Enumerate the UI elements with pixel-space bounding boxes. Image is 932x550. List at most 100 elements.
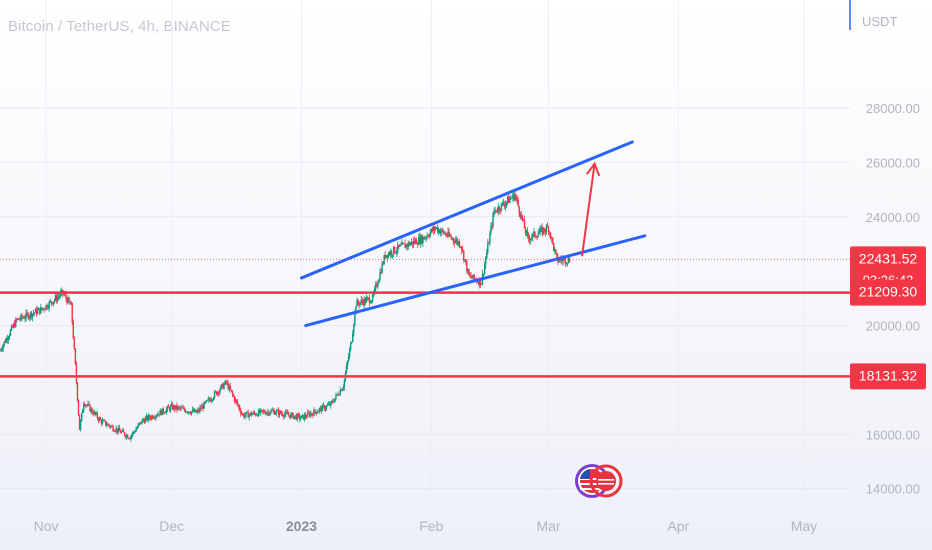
candle-body xyxy=(496,211,498,213)
candle-body xyxy=(524,228,527,234)
candle-body xyxy=(168,407,171,411)
candle-body xyxy=(189,412,192,414)
candle-body xyxy=(366,297,369,299)
candle-body xyxy=(454,240,457,244)
channel-lines[interactable] xyxy=(299,140,647,328)
channel-line xyxy=(299,140,634,280)
candle-body xyxy=(400,244,402,246)
candle-body xyxy=(202,405,204,409)
candle-body xyxy=(64,294,66,295)
candle-body xyxy=(422,237,424,244)
time-axis[interactable]: Nov Dec 2023 Feb Mar Apr May xyxy=(34,518,818,534)
candle-body xyxy=(292,413,294,419)
candle-body xyxy=(233,396,236,402)
candle-body xyxy=(234,399,237,402)
candle-body xyxy=(169,406,172,411)
candle-body xyxy=(253,412,256,414)
candle-body xyxy=(65,294,67,299)
candle-body xyxy=(513,193,515,201)
price-axis[interactable]: USDT 28000.00 26000.00 24000.00 20000.00 160… xyxy=(849,0,920,497)
candle-body xyxy=(12,323,15,328)
candles xyxy=(0,190,571,442)
candle-body xyxy=(217,391,219,395)
candle-body xyxy=(230,389,233,392)
candle-body xyxy=(488,243,490,244)
candle-body xyxy=(243,414,245,418)
target-arrow[interactable] xyxy=(581,161,601,257)
candle-body xyxy=(321,405,324,412)
candle-body xyxy=(545,225,548,232)
candle-body xyxy=(446,235,448,237)
candle-body xyxy=(142,419,145,421)
candle-body xyxy=(212,397,215,400)
candle-body xyxy=(512,193,514,198)
candle-body xyxy=(347,356,350,362)
candle-body xyxy=(176,405,178,410)
candle-body xyxy=(123,432,126,436)
candle-body xyxy=(246,411,248,413)
candle-body xyxy=(159,410,161,416)
candle-body xyxy=(427,235,429,237)
candle-body xyxy=(433,226,436,230)
candle-body xyxy=(129,438,131,440)
candle-body xyxy=(314,409,316,412)
author-avatar-icon[interactable] xyxy=(575,464,623,498)
candle-body xyxy=(497,206,499,212)
candle-body xyxy=(508,196,510,203)
candle-body xyxy=(222,383,224,389)
candle-body xyxy=(184,410,186,413)
candle-body xyxy=(442,229,444,232)
candle-body xyxy=(542,228,544,235)
candle-body xyxy=(127,435,129,439)
candle-body xyxy=(525,231,528,234)
candle-body xyxy=(43,308,45,310)
candle-body xyxy=(499,210,502,212)
candle-body xyxy=(543,228,546,232)
candle-body xyxy=(249,412,251,415)
candle-body xyxy=(91,408,93,413)
candle-body xyxy=(474,278,476,280)
candle-body xyxy=(90,408,92,412)
candle-body xyxy=(208,398,211,400)
candle-body xyxy=(54,295,57,300)
candle-body xyxy=(288,414,290,416)
candle-body xyxy=(188,411,191,413)
candle-body xyxy=(561,259,563,262)
candle-body xyxy=(430,228,432,233)
candle-body xyxy=(154,417,156,419)
candle-body xyxy=(464,259,466,261)
candle-body xyxy=(132,431,134,435)
candle-body xyxy=(94,411,96,415)
candle-body xyxy=(133,431,135,433)
candle-body xyxy=(116,428,118,432)
candle-body xyxy=(143,420,146,423)
candle-body xyxy=(367,297,370,299)
candle-body xyxy=(181,407,183,409)
candle-body xyxy=(115,428,117,432)
grid xyxy=(0,0,850,505)
candle-body xyxy=(264,411,266,414)
candle-body xyxy=(88,404,90,405)
candle-body xyxy=(445,233,447,236)
candle-body xyxy=(436,227,439,232)
horizontal-lines[interactable] xyxy=(0,291,850,378)
candle-body xyxy=(341,388,344,392)
candle-body xyxy=(315,411,317,414)
candle-body xyxy=(93,411,95,415)
candle-body xyxy=(263,411,265,413)
candle-body xyxy=(302,414,305,420)
candle-body xyxy=(335,394,337,399)
candle-body xyxy=(32,313,35,314)
candle-body xyxy=(359,302,361,306)
level-badge-bg xyxy=(850,279,926,306)
candle-body xyxy=(68,297,70,302)
candle-body xyxy=(501,202,504,204)
candle-body xyxy=(465,259,467,262)
candle-body xyxy=(207,398,210,401)
candle-body xyxy=(5,338,7,343)
candle-body xyxy=(470,275,472,278)
candle-body xyxy=(432,226,435,231)
candle-body xyxy=(463,250,465,261)
candle-body xyxy=(18,318,20,320)
